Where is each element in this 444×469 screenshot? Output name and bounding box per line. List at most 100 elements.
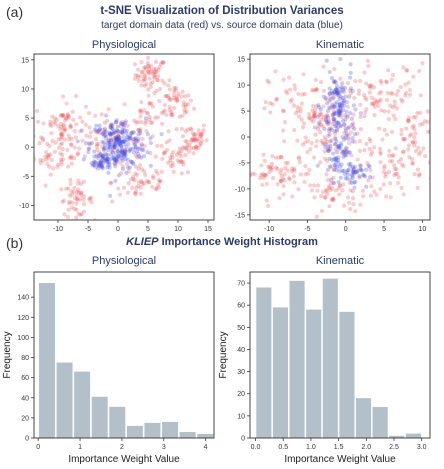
- scatter-point: [392, 173, 397, 178]
- histogram-bar: [91, 396, 108, 438]
- scatter-point: [269, 167, 274, 172]
- scatter-point: [139, 110, 144, 115]
- scatter-point: [349, 116, 355, 121]
- scatter-point: [401, 164, 406, 169]
- scatter-point: [319, 122, 324, 127]
- scatter-point: [43, 154, 48, 159]
- scatter-point: [58, 113, 63, 118]
- scatter-point: [353, 170, 358, 175]
- scatter-point: [62, 127, 67, 132]
- scatter-point: [314, 139, 319, 144]
- histogram-bar: [339, 311, 355, 438]
- scatter-point: [305, 150, 310, 155]
- scatter-point: [60, 147, 65, 152]
- scatter-point: [123, 119, 128, 124]
- scatter-point: [279, 173, 284, 178]
- y-tick-label: 140: [17, 295, 29, 302]
- scatter-point: [133, 145, 138, 150]
- scatter-point: [144, 178, 150, 184]
- scatter-point: [81, 194, 86, 199]
- scatter-point: [337, 113, 342, 118]
- scatter-point: [89, 161, 94, 166]
- scatter-point: [263, 173, 268, 178]
- scatter-point: [157, 99, 162, 104]
- scatter-point: [330, 113, 335, 118]
- scatter-point: [138, 128, 143, 134]
- scatter-point: [59, 124, 64, 130]
- scatter-point: [335, 92, 340, 97]
- scatter-point: [367, 83, 372, 88]
- scatter-point: [155, 115, 160, 120]
- scatter-point: [147, 101, 152, 106]
- scatter-point: [153, 186, 158, 192]
- scatter-point: [140, 78, 146, 84]
- scatter-point: [74, 122, 79, 127]
- scatter-point: [121, 139, 127, 144]
- histogram-bar: [389, 435, 405, 438]
- scatter-point: [138, 114, 143, 119]
- scatter-point: [102, 159, 107, 164]
- scatter-point: [340, 81, 345, 86]
- scatter-point: [126, 141, 131, 147]
- histogram-bar: [162, 421, 179, 438]
- scatter-point: [178, 158, 184, 164]
- scatter-point: [329, 76, 335, 81]
- scatter-point: [274, 97, 279, 102]
- scatter-point: [146, 87, 151, 92]
- y-tick-label: 20: [21, 415, 29, 422]
- x-tick-label: -10: [53, 226, 63, 233]
- scatter-point: [186, 149, 192, 154]
- scatter-point: [324, 58, 329, 63]
- scatter-point: [113, 130, 118, 135]
- scatter-point: [316, 122, 321, 127]
- scatter-point: [407, 133, 412, 138]
- scatter-point: [432, 146, 436, 150]
- scatter-point: [184, 147, 189, 152]
- scatter-point: [81, 209, 87, 214]
- scatter-point: [184, 109, 189, 114]
- scatter-point: [115, 137, 120, 142]
- scatter-point: [343, 135, 349, 141]
- scatter-point: [351, 167, 356, 172]
- scatter-point: [259, 173, 264, 178]
- scatter-point: [99, 163, 104, 168]
- scatter-point: [117, 141, 122, 146]
- scatter-point: [47, 164, 52, 169]
- scatter-point: [316, 124, 322, 129]
- scatter-point: [350, 189, 355, 194]
- scatter-point: [151, 75, 157, 80]
- scatter-point: [261, 152, 266, 157]
- scatter-point: [108, 180, 113, 186]
- scatter-point: [179, 126, 185, 132]
- scatter-point: [333, 156, 338, 162]
- scatter-point: [410, 140, 415, 145]
- scatter-point: [127, 136, 133, 141]
- scatter-point: [196, 138, 201, 144]
- scatter-point: [37, 141, 42, 146]
- scatter-point: [137, 108, 143, 114]
- scatter-point: [148, 120, 153, 126]
- scatter-point: [415, 167, 420, 172]
- scatter-point: [121, 150, 126, 155]
- scatter-point: [77, 146, 82, 151]
- scatter-point: [94, 144, 99, 149]
- scatter-point: [324, 113, 329, 118]
- scatter-point: [317, 105, 322, 110]
- scatter-point: [103, 136, 108, 141]
- scatter-point: [156, 185, 162, 190]
- scatter-point: [388, 195, 393, 200]
- scatter-point: [133, 72, 138, 78]
- scatter-point: [329, 138, 334, 143]
- scatter-point: [333, 102, 338, 107]
- scatter-point: [270, 102, 275, 107]
- histogram-bar: [197, 433, 214, 438]
- scatter-point: [70, 192, 75, 197]
- scatter-point: [127, 137, 133, 142]
- scatter-point: [313, 77, 318, 83]
- scatter-point: [149, 68, 154, 74]
- scatter-point: [334, 100, 339, 105]
- scatter-point: [131, 146, 136, 151]
- scatter-point: [53, 140, 58, 145]
- scatter-point: [133, 171, 138, 176]
- scatter-point: [282, 120, 287, 125]
